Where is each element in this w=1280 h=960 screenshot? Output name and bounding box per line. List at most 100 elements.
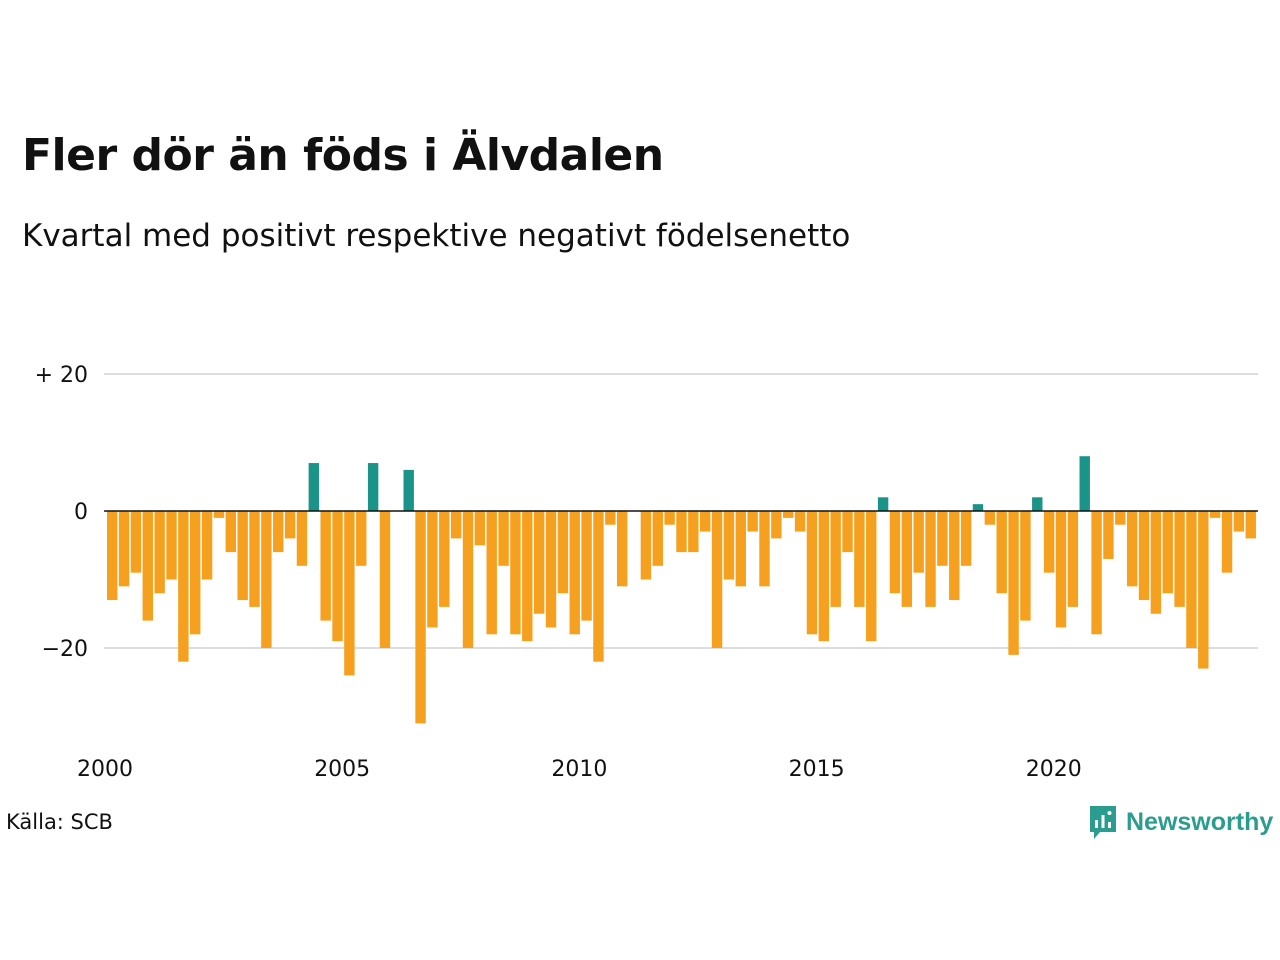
bar-positive — [308, 463, 320, 511]
y-tick-label: + 20 — [35, 363, 88, 388]
bar-negative — [522, 511, 533, 642]
chart-title: Fler dör än föds i Älvdalen — [22, 130, 664, 181]
bar-negative — [640, 511, 652, 580]
y-tick-label: −20 — [42, 637, 88, 662]
bar-negative — [842, 511, 853, 553]
bar-negative — [1209, 511, 1221, 518]
bar-negative — [1162, 511, 1173, 594]
bar-negative — [415, 511, 426, 724]
bar-negative — [178, 511, 189, 662]
x-tick-label: 2005 — [314, 757, 370, 782]
bar-negative — [557, 511, 569, 594]
bar-negative — [937, 511, 948, 566]
bar-negative — [450, 511, 462, 539]
bar-negative — [462, 511, 474, 648]
bar-negative — [700, 511, 711, 532]
bar-negative — [854, 511, 865, 607]
y-tick-label: 0 — [74, 500, 88, 525]
bar-negative — [1150, 511, 1162, 614]
bar-negative — [142, 511, 153, 621]
bar-positive — [972, 504, 984, 511]
bar-negative — [759, 511, 770, 587]
bar-negative — [1126, 511, 1138, 587]
bar-negative — [1008, 511, 1019, 655]
bar-negative — [320, 511, 331, 621]
bar-negative — [1103, 511, 1114, 559]
bar-negative — [581, 511, 592, 621]
bar-negative — [723, 511, 735, 580]
bar-positive — [1079, 456, 1090, 511]
grid-lines — [104, 373, 1258, 649]
bar-negative — [332, 511, 343, 642]
bar-negative — [1221, 511, 1233, 573]
x-tick-label: 2020 — [1026, 757, 1082, 782]
chart-subtitle: Kvartal med positivt respektive negativt… — [22, 218, 851, 254]
bar-negative — [593, 511, 604, 662]
bar-negative — [711, 511, 723, 648]
bar-negative — [510, 511, 521, 635]
bar-negative — [818, 511, 829, 642]
brand-name: Newsworthy — [1126, 807, 1274, 836]
bar-negative — [889, 511, 901, 594]
newsworthy-icon — [1090, 806, 1116, 839]
bar-negative — [213, 511, 225, 518]
bar-negative — [273, 511, 284, 553]
bar-negative — [249, 511, 260, 607]
bar-negative — [296, 511, 308, 566]
bar-negative — [688, 511, 699, 553]
bar-negative — [427, 511, 438, 628]
bar-negative — [379, 511, 391, 648]
bar-negative — [1067, 511, 1079, 607]
bar-negative — [190, 511, 201, 635]
bar-negative — [735, 511, 746, 587]
bar-negative — [949, 511, 960, 601]
bar-negative — [925, 511, 936, 607]
bar-negative — [771, 511, 782, 539]
bar-negative — [107, 511, 118, 601]
bar-negative — [783, 511, 794, 518]
bar-negative — [498, 511, 509, 566]
bar-negative — [866, 511, 877, 642]
bar-negative — [1115, 511, 1126, 525]
bar-negative — [652, 511, 663, 566]
bar-negative — [830, 511, 841, 607]
bar-negative — [806, 511, 818, 635]
bar-negative — [237, 511, 248, 601]
bar-negative — [1091, 511, 1102, 635]
bar-negative — [901, 511, 913, 607]
bar-negative — [439, 511, 450, 607]
bar-negative — [605, 511, 616, 525]
bar-negative — [261, 511, 272, 648]
bar-positive — [367, 463, 379, 511]
bar-negative — [664, 511, 675, 525]
x-tick-label: 2010 — [551, 757, 607, 782]
bar-negative — [486, 511, 497, 635]
bar-negative — [1233, 511, 1245, 532]
axis-labels: + 20 0 −20 2000 2005 2010 2015 2020 — [35, 363, 1082, 782]
x-tick-label: 2015 — [789, 757, 845, 782]
bar-negative — [166, 511, 177, 580]
bar-negative — [1020, 511, 1031, 621]
bar-positive — [877, 497, 889, 511]
bar-negative — [1186, 511, 1197, 648]
bar-negative — [569, 511, 580, 635]
bar-negative — [474, 511, 486, 546]
bar-negative — [960, 511, 972, 566]
bar-negative — [794, 511, 806, 532]
newsworthy-logo: Newsworthy — [1088, 804, 1273, 840]
bar-negative — [356, 511, 367, 566]
bar-negative — [545, 511, 557, 628]
bar-negative — [1174, 511, 1185, 607]
bar-negative — [913, 511, 924, 573]
bar-negative — [201, 511, 213, 580]
bar-negative — [676, 511, 687, 553]
bar-negative — [1198, 511, 1209, 669]
source-note: Källa: SCB — [6, 810, 113, 834]
bar-negative — [118, 511, 130, 587]
bar-negative — [533, 511, 545, 614]
bar-negative — [344, 511, 355, 676]
bar-negative — [154, 511, 165, 594]
bar-negative — [616, 511, 628, 587]
bar-positive — [1032, 497, 1043, 511]
